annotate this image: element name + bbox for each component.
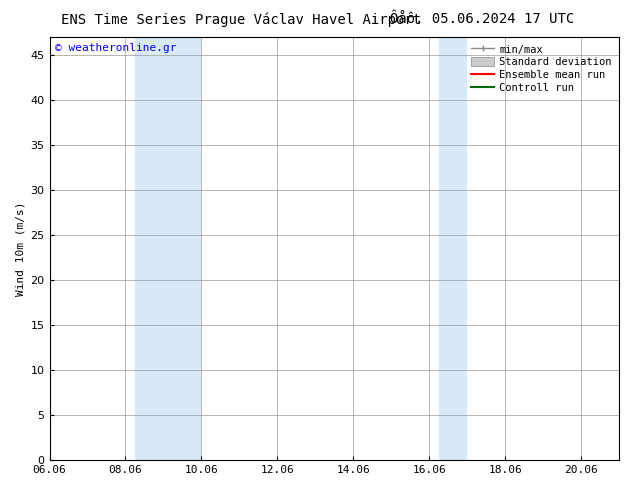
Bar: [439, 37, 467, 460]
Text: © weatheronline.gr: © weatheronline.gr: [55, 44, 177, 53]
Bar: [135, 37, 202, 460]
Y-axis label: Wind 10m (m/s): Wind 10m (m/s): [15, 201, 25, 296]
Text: Ôåô. 05.06.2024 17 UTC: Ôåô. 05.06.2024 17 UTC: [390, 12, 574, 26]
Legend: min/max, Standard deviation, Ensemble mean run, Controll run: min/max, Standard deviation, Ensemble me…: [469, 42, 614, 95]
Text: ENS Time Series Prague Václav Havel Airport: ENS Time Series Prague Václav Havel Airp…: [61, 12, 421, 27]
